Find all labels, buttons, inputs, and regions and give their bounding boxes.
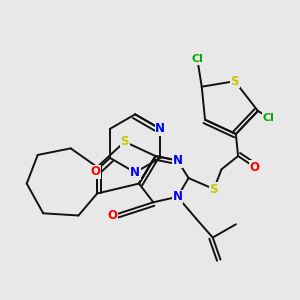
Text: S: S	[230, 75, 239, 88]
Text: Cl: Cl	[263, 112, 275, 122]
Text: S: S	[210, 183, 218, 196]
Text: O: O	[250, 160, 260, 174]
Text: N: N	[172, 154, 182, 167]
Text: N: N	[172, 190, 182, 203]
Text: O: O	[90, 165, 100, 178]
Text: Cl: Cl	[191, 54, 203, 64]
Text: S: S	[120, 135, 129, 148]
Text: N: N	[130, 166, 140, 179]
Text: N: N	[155, 122, 165, 135]
Text: O: O	[108, 209, 118, 222]
